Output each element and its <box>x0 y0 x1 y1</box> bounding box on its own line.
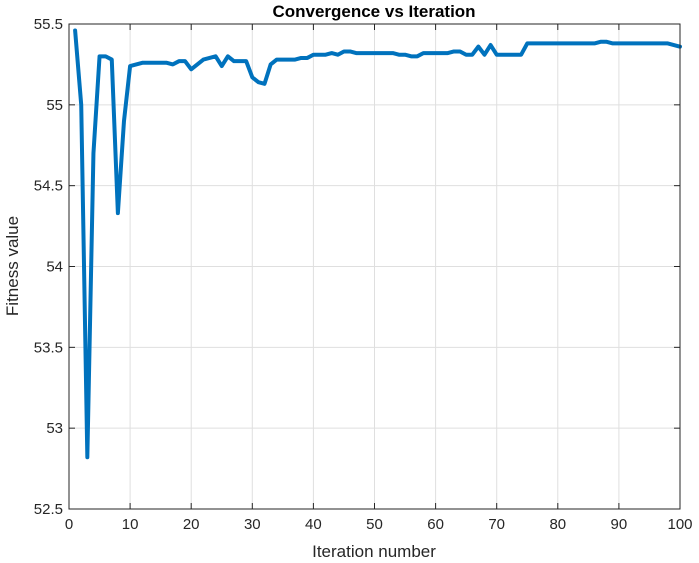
y-tick-label: 55.5 <box>34 16 63 33</box>
tick-marks <box>68 23 681 510</box>
y-tick-label: 54.5 <box>34 178 63 195</box>
x-tick-label: 90 <box>611 516 628 533</box>
y-axis-label: Fitness value <box>3 216 22 316</box>
x-tick-labels: 0 10 20 30 40 50 60 70 80 90 100 <box>65 516 693 533</box>
x-tick-label: 60 <box>427 516 444 533</box>
y-tick-labels: 52.5 53 53.5 54 54.5 55 55.5 <box>34 16 63 518</box>
x-tick-label: 0 <box>65 516 73 533</box>
data-series <box>73 28 682 460</box>
y-tick-label: 54 <box>46 259 63 276</box>
x-tick-label: 30 <box>244 516 261 533</box>
y-tick-label: 53 <box>46 420 63 437</box>
x-tick-label: 10 <box>122 516 139 533</box>
x-tick-label: 40 <box>305 516 322 533</box>
x-tick-label: 80 <box>549 516 566 533</box>
fitness-series-line <box>73 28 682 460</box>
y-tick-label: 52.5 <box>34 501 63 518</box>
x-tick-label: 70 <box>488 516 505 533</box>
y-tick-label: 53.5 <box>34 339 63 356</box>
x-tick-label: 20 <box>183 516 200 533</box>
y-tick-label: 55 <box>46 97 63 114</box>
x-tick-label: 50 <box>366 516 383 533</box>
x-axis-label: Iteration number <box>312 542 436 561</box>
x-tick-label: 100 <box>667 516 692 533</box>
chart-title: Convergence vs Iteration <box>272 2 475 21</box>
